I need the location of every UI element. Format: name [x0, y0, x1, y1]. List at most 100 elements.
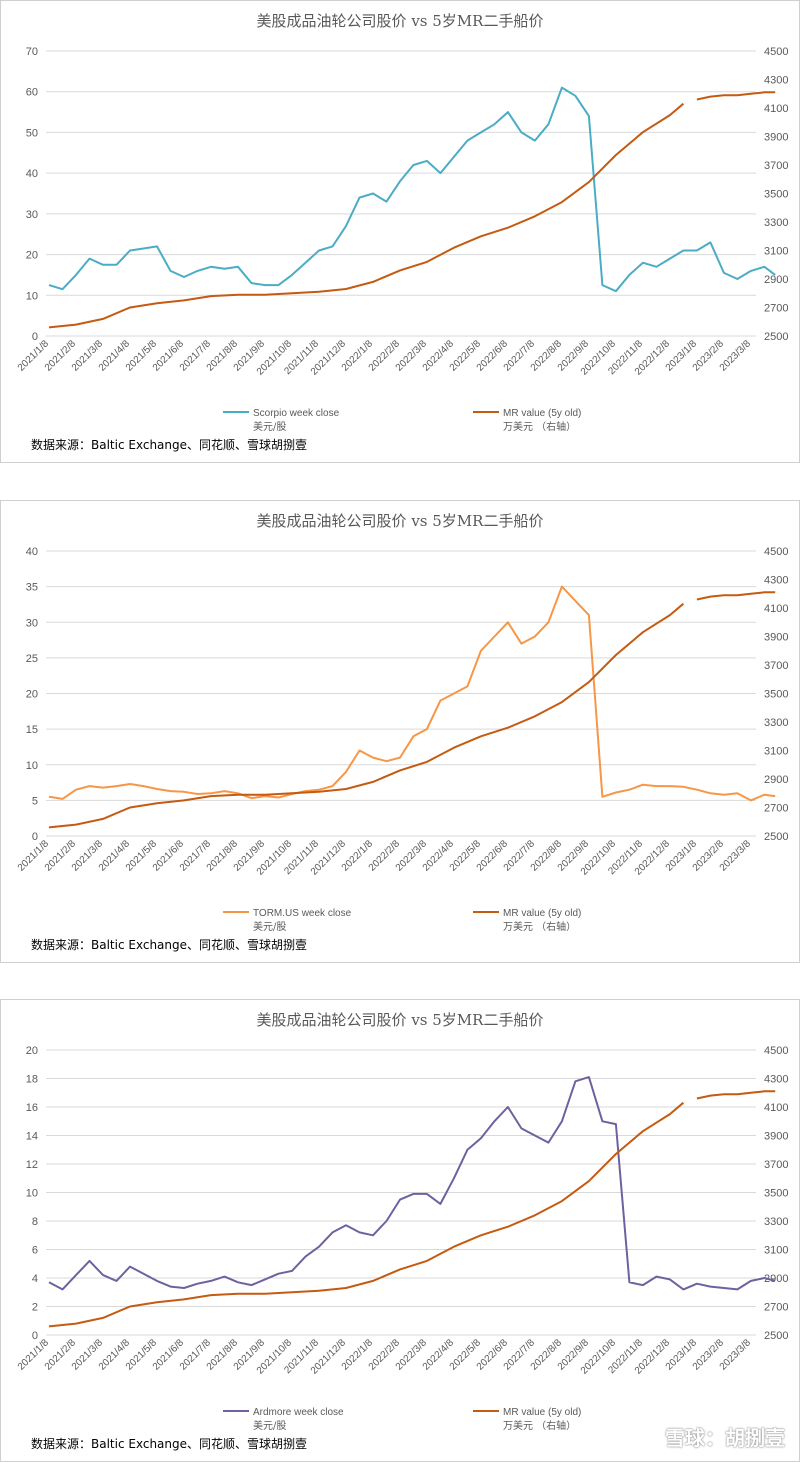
right-tick-label: 3700: [764, 660, 788, 672]
right-tick-label: 4500: [764, 1045, 788, 1057]
legend-mr-unit: 万美元 （右轴）: [503, 920, 576, 933]
left-tick-label: 12: [26, 1159, 38, 1171]
left-tick-label: 2: [32, 1302, 38, 1314]
legend-mr-label: MR value (5y old): [503, 908, 581, 919]
series-lines: [48, 86, 776, 329]
right-tick-label: 4300: [764, 575, 788, 587]
right-tick-label: 3100: [764, 246, 788, 258]
legend-stock-unit: 美元/股: [253, 1419, 286, 1432]
chart-panel-scorpio: 美股成品油轮公司股价 vs 5岁MR二手船价 0 10 20 30 40 50 60 70 2…: [0, 0, 800, 463]
gridlines: [46, 50, 756, 337]
mr-value-line: [48, 1101, 685, 1328]
series-lines: [48, 585, 776, 829]
right-tick-label: 2500: [764, 331, 788, 343]
right-tick-label: 4100: [764, 1102, 788, 1114]
left-tick-label: 0: [32, 331, 38, 343]
source-note: 数据来源：Baltic Exchange、同花顺、雪球胡捌壹: [31, 437, 307, 452]
left-tick-label: 70: [26, 46, 38, 58]
right-tick-label: 4500: [764, 46, 788, 58]
left-axis-ticks: 0 2 4 6 8 10 12 14 16 18 20: [26, 1045, 38, 1342]
left-axis-ticks: 0 10 20 30 40 50 60 70: [26, 46, 38, 343]
left-tick-label: 35: [26, 582, 38, 594]
left-tick-label: 10: [26, 760, 38, 772]
right-tick-label: 4100: [764, 603, 788, 615]
right-tick-label: 3900: [764, 632, 788, 644]
right-tick-label: 3700: [764, 1159, 788, 1171]
left-tick-label: 50: [26, 127, 38, 139]
left-tick-label: 30: [26, 617, 38, 629]
right-tick-label: 4500: [764, 546, 788, 558]
right-axis-ticks: 2500 2700 2900 3100 3300 3500 3700 3900 4100 4300…: [764, 1045, 788, 1342]
gridlines: [46, 1049, 756, 1336]
right-tick-label: 4100: [764, 103, 788, 115]
right-axis-ticks: 2500 2700 2900 3100 3300 3500 3700 3900 4100 4300…: [764, 46, 788, 343]
left-tick-label: 16: [26, 1102, 38, 1114]
right-tick-label: 2500: [764, 831, 788, 843]
source-note: 数据来源：Baltic Exchange、同花顺、雪球胡捌壹: [31, 1436, 307, 1451]
gridlines: [46, 550, 756, 837]
legend-stock-label: Ardmore week close: [253, 1407, 344, 1418]
watermark: 雪球：胡捌壹: [665, 1426, 785, 1450]
right-tick-label: 3700: [764, 160, 788, 172]
legend-stock-unit: 美元/股: [253, 420, 286, 433]
left-tick-label: 0: [32, 1330, 38, 1342]
legend-mr-unit: 万美元 （右轴）: [503, 420, 576, 433]
chart-svg: 美股成品油轮公司股价 vs 5岁MR二手船价 0510152025303540 …: [16, 512, 789, 952]
right-tick-label: 4300: [764, 75, 788, 87]
right-tick-label: 2900: [764, 1273, 788, 1285]
series-lines: [48, 1076, 776, 1328]
mr-value-line: [48, 602, 685, 829]
left-tick-label: 20: [26, 689, 38, 701]
right-tick-label: 3100: [764, 1245, 788, 1257]
mr-value-line: [696, 91, 776, 101]
left-tick-label: 0: [32, 831, 38, 843]
mr-value-line: [696, 1090, 776, 1100]
chart-title: 美股成品油轮公司股价 vs 5岁MR二手船价: [257, 512, 544, 530]
mr-value-line: [696, 591, 776, 601]
left-tick-label: 30: [26, 209, 38, 221]
stock-close-line: [48, 585, 776, 802]
left-tick-label: 14: [26, 1131, 38, 1143]
chart-title: 美股成品油轮公司股价 vs 5岁MR二手船价: [257, 12, 544, 30]
legend: TORM.US week close 美元/股 MR value (5y old…: [223, 908, 581, 933]
legend: Scorpio week close 美元/股 MR value (5y old…: [223, 408, 581, 433]
left-tick-label: 8: [32, 1216, 38, 1228]
left-tick-label: 60: [26, 87, 38, 99]
right-tick-label: 2700: [764, 803, 788, 815]
right-tick-label: 3900: [764, 132, 788, 144]
legend-stock-label: TORM.US week close: [253, 908, 352, 919]
x-axis-ticks: 2021/1/82021/2/82021/3/82021/4/82021/5/8…: [16, 1337, 754, 1377]
left-tick-label: 40: [26, 168, 38, 180]
chart-panel-ardmore: 美股成品油轮公司股价 vs 5岁MR二手船价 0 2 4 6 8 10 12 14 16 18 20…: [0, 999, 800, 1462]
left-tick-label: 20: [26, 250, 38, 262]
left-tick-label: 18: [26, 1074, 38, 1086]
left-axis-ticks: 0 5 10 15 20 25 30 35 40: [26, 546, 38, 843]
right-tick-label: 2500: [764, 1330, 788, 1342]
legend-mr-label: MR value (5y old): [503, 408, 581, 419]
legend-stock-unit: 美元/股: [253, 920, 286, 933]
right-tick-label: 3100: [764, 746, 788, 758]
left-tick-label: 40: [26, 546, 38, 558]
left-tick-label: 5: [32, 795, 38, 807]
right-tick-label: 3900: [764, 1131, 788, 1143]
legend-stock-label: Scorpio week close: [253, 408, 340, 419]
x-axis-ticks: 2021/1/82021/2/82021/3/82021/4/82021/5/8…: [16, 838, 754, 878]
left-tick-label: 15: [26, 724, 38, 736]
right-tick-label: 2700: [764, 303, 788, 315]
right-tick-label: 3300: [764, 217, 788, 229]
right-tick-label: 3300: [764, 717, 788, 729]
mr-value-line: [48, 102, 685, 329]
chart-svg: 美股成品油轮公司股价 vs 5岁MR二手船价 0 2 4 6 8 10 12 14 16 18 20…: [16, 1011, 789, 1451]
right-tick-label: 3500: [764, 189, 788, 201]
right-tick-label: 2900: [764, 774, 788, 786]
left-tick-label: 4: [32, 1273, 38, 1285]
right-tick-label: 3300: [764, 1216, 788, 1228]
source-note: 数据来源：Baltic Exchange、同花顺、雪球胡捌壹: [31, 937, 307, 952]
left-tick-label: 10: [26, 1188, 38, 1200]
stock-close-line: [48, 1076, 776, 1291]
x-axis-ticks: 2021/1/82021/2/82021/3/82021/4/82021/5/8…: [16, 338, 754, 378]
left-tick-label: 25: [26, 653, 38, 665]
chart-panel-torm: 美股成品油轮公司股价 vs 5岁MR二手船价 0 5 10 15 20 25 30 35 40 …: [0, 500, 800, 963]
left-tick-label: 20: [26, 1045, 38, 1057]
right-tick-label: 3500: [764, 1188, 788, 1200]
